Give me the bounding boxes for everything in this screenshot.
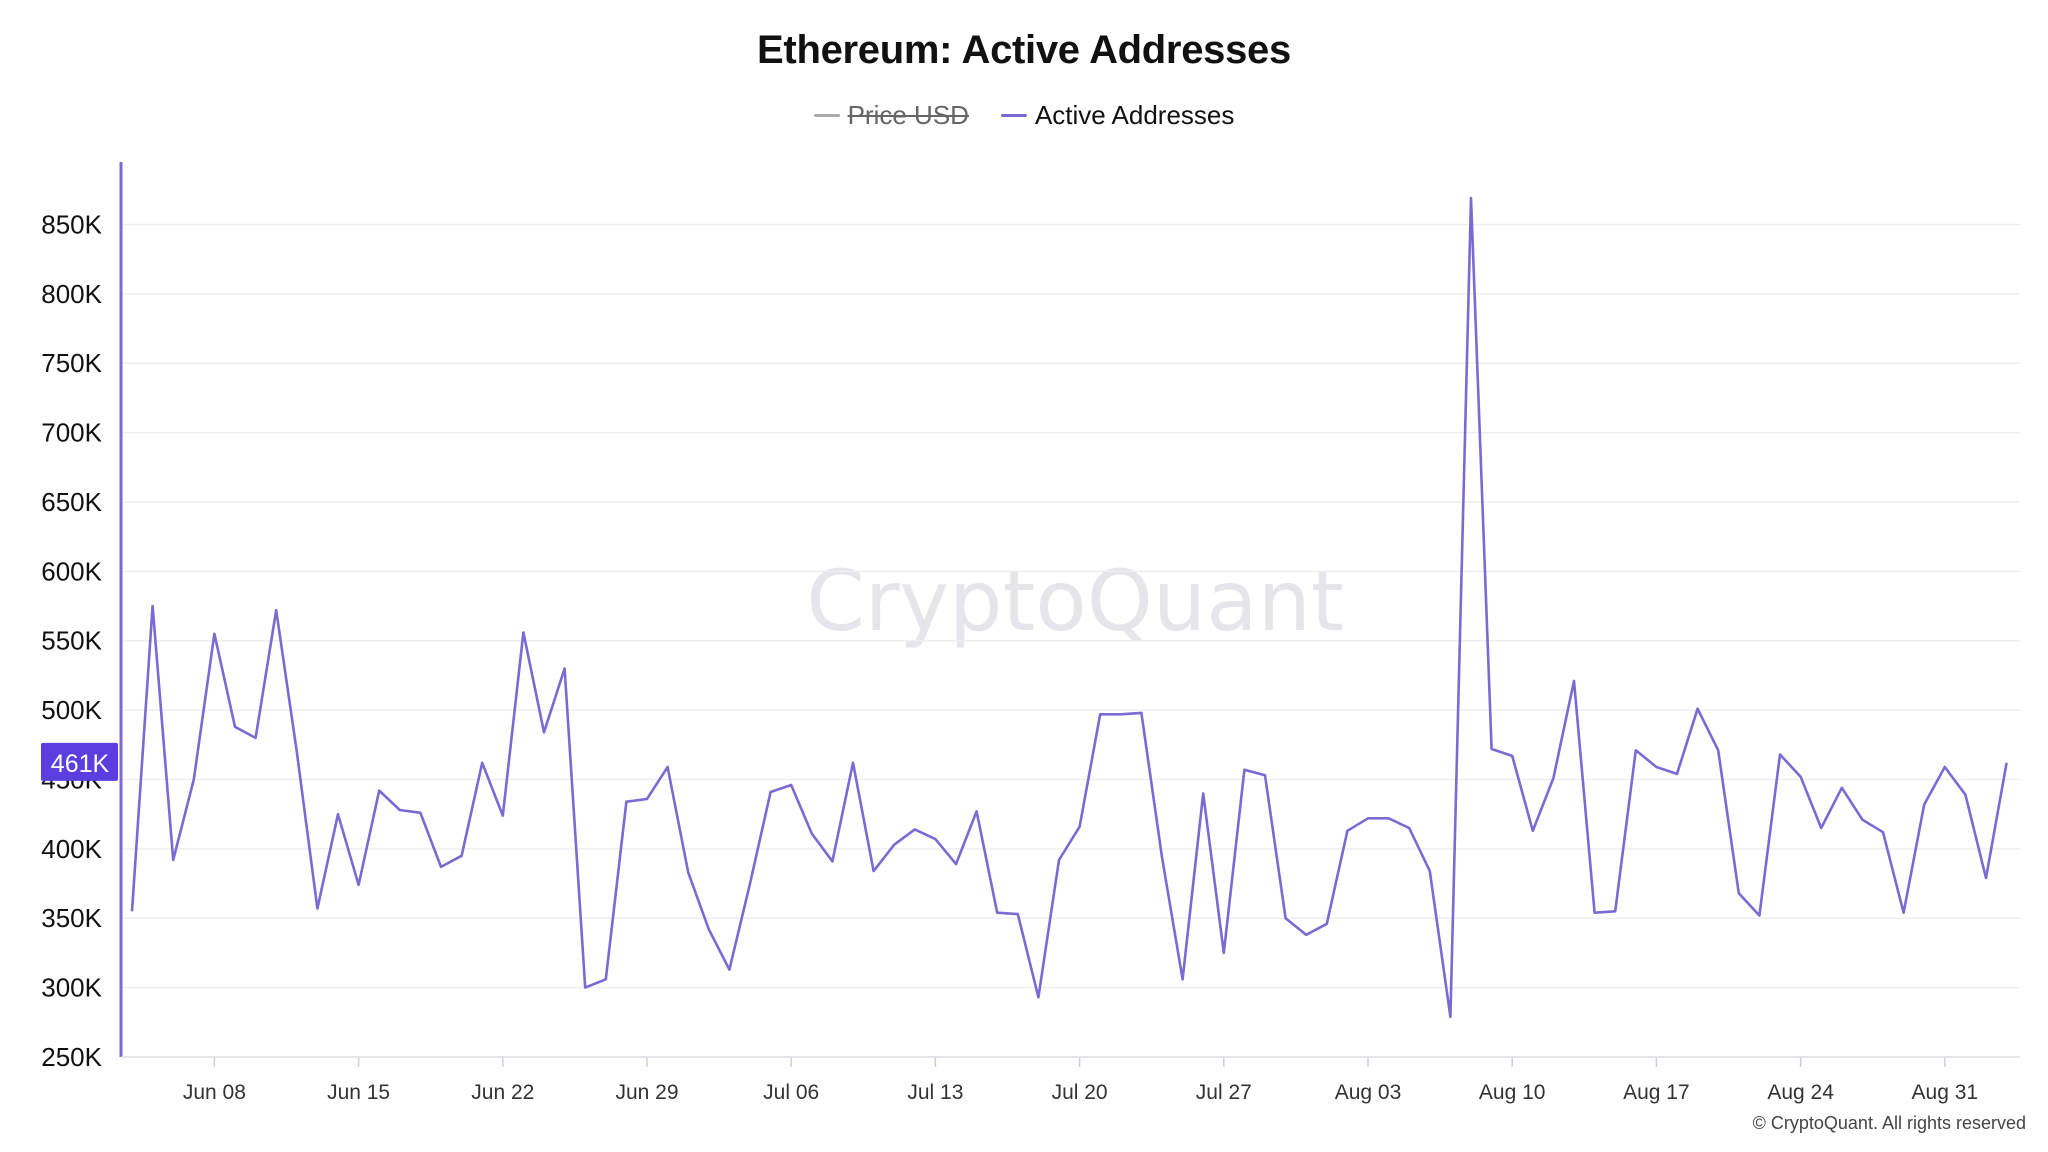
x-tick-label: Aug 03 (1335, 1081, 1402, 1104)
legend-label-price-usd: Price USD (847, 100, 969, 130)
x-tick-label: Jul 27 (1196, 1081, 1252, 1104)
y-tick-label: 500K (41, 695, 102, 725)
y-tick-label: 250K (41, 1042, 102, 1072)
x-axis-ticks: Jun 08 Jun 15 Jun 22 Jun 29 Jul 06 Jul 13 Jul … (183, 1057, 1978, 1104)
legend-swatch-active-addresses (1000, 114, 1027, 117)
legend-label-active-addresses: Active Addresses (1034, 100, 1235, 130)
y-tick-label: 300K (41, 973, 102, 1003)
copyright-notice: © CryptoQuant. All rights reserved (1752, 1113, 2026, 1133)
watermark: CryptoQuant (806, 552, 1344, 650)
y-tick-label: 550K (41, 626, 102, 656)
y-tick-label: 400K (41, 834, 102, 864)
x-tick-label: Jun 29 (615, 1081, 678, 1104)
y-tick-label: 650K (41, 487, 102, 517)
legend-item-price-usd[interactable]: Price USD (813, 100, 969, 131)
active-addresses-line (130, 196, 2008, 1019)
y-tick-label: 700K (41, 418, 102, 448)
current-value-badge: 461K (41, 742, 118, 781)
legend: Price USD Active Addresses (0, 100, 2048, 131)
y-tick-label: 750K (41, 348, 102, 378)
y-tick-label: 800K (41, 279, 102, 309)
x-tick-label: Aug 17 (1623, 1081, 1690, 1104)
x-tick-label: Jul 06 (763, 1081, 819, 1104)
current-value-label: 461K (51, 750, 110, 778)
x-tick-label: Jun 22 (471, 1081, 534, 1104)
grid-lines (121, 223, 2020, 989)
x-tick-label: Aug 31 (1912, 1081, 1979, 1104)
legend-item-active-addresses[interactable]: Active Addresses (1000, 100, 1235, 131)
x-tick-label: Jul 13 (907, 1081, 963, 1104)
legend-swatch-price-usd (813, 114, 840, 117)
y-axis-ticks: 250K300K350K400K450K500K550K600K650K700K… (41, 209, 102, 1072)
chart-title: Ethereum: Active Addresses (757, 28, 1291, 72)
x-tick-label: Aug 10 (1479, 1081, 1546, 1104)
y-tick-label: 850K (41, 209, 102, 239)
x-tick-label: Jul 20 (1052, 1081, 1108, 1104)
y-tick-label: 350K (41, 903, 102, 933)
x-tick-label: Jun 15 (327, 1081, 390, 1104)
x-tick-label: Jun 08 (183, 1081, 246, 1104)
x-tick-label: Aug 24 (1767, 1081, 1834, 1104)
y-tick-label: 600K (41, 556, 102, 586)
